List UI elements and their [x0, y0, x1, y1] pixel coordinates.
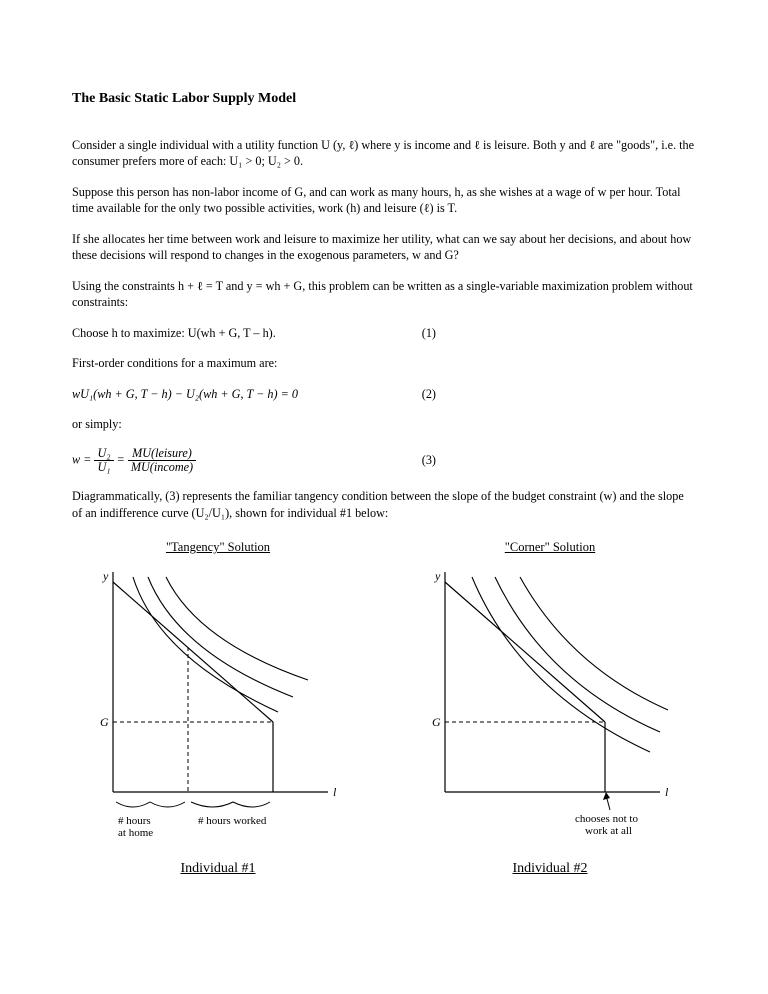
eq3-frac2: MU(leisure) MU(income) [128, 447, 196, 475]
equation-2-row: wU₁(wh + G, T − h) − U₂(wh + G, T − h) =… [72, 386, 696, 402]
diagram2-individual: Individual #2 [404, 860, 696, 879]
diag2-y-label: y [434, 569, 441, 583]
page-title: The Basic Static Labor Supply Model [72, 90, 696, 109]
eq3-frac1: U₂ U₁ [94, 447, 113, 475]
equation-2-text: wU₁(wh + G, T − h) − U₂(wh + G, T − h) =… [72, 386, 298, 402]
equation-2-number: (2) [422, 386, 696, 402]
equation-1-row: Choose h to maximize: U(wh + G, T – h). … [72, 325, 696, 341]
document-page: The Basic Static Labor Supply Model Cons… [0, 0, 768, 919]
diag1-hours-worked: # hours worked [198, 815, 267, 827]
or-simply-text: or simply: [72, 416, 696, 432]
diagrams-container: "Tangency" Solution y G l [72, 535, 696, 879]
diagram-tangency: "Tangency" Solution y G l [72, 535, 364, 879]
paragraph-3: If she allocates her time between work a… [72, 231, 696, 264]
diag2-l-label: l [665, 785, 669, 799]
equation-3-row: w = U₂ U₁ = MU(leisure) MU(income) (3) [72, 447, 696, 475]
paragraph-2: Suppose this person has non-labor income… [72, 184, 696, 217]
eq3-w: w = [72, 452, 91, 466]
diagram1-svg: y G l # hours at home # h [78, 562, 358, 852]
paragraph-1: Consider a single individual with a util… [72, 137, 696, 170]
eq3-frac1-bot: U₁ [94, 461, 113, 474]
equation-1-text: Choose h to maximize: U(wh + G, T – h). [72, 325, 276, 341]
eq3-frac2-bot: MU(income) [128, 461, 196, 474]
diag2-choose1: chooses not to [575, 813, 638, 825]
paragraph-5: Diagrammatically, (3) represents the fam… [72, 488, 696, 521]
diagram1-title: "Tangency" Solution [72, 539, 364, 556]
diagram-corner: "Corner" Solution y G l [404, 535, 696, 879]
diag2-choose2: work at all [585, 825, 632, 837]
diag1-g-label: G [100, 715, 109, 729]
foc-intro: First-order conditions for a maximum are… [72, 355, 696, 371]
equation-3-content: w = U₂ U₁ = MU(leisure) MU(income) [72, 447, 196, 475]
equation-1-number: (1) [422, 325, 696, 341]
diagram1-individual: Individual #1 [72, 860, 364, 879]
diag2-g-label: G [432, 715, 441, 729]
diagram2-svg: y G l chooses not to work at all [410, 562, 690, 852]
diag1-hours-home2: at home [118, 827, 153, 839]
equation-3-number: (3) [422, 452, 696, 468]
paragraph-4: Using the constraints h + ℓ = T and y = … [72, 278, 696, 311]
diagram2-title: "Corner" Solution [404, 539, 696, 556]
diag1-y-label: y [102, 569, 109, 583]
eq3-frac1-top: U₂ [94, 447, 113, 461]
eq3-frac2-top: MU(leisure) [128, 447, 196, 461]
eq3-equals: = [117, 452, 128, 466]
diag1-hours-home: # hours [118, 815, 151, 827]
diag1-l-label: l [333, 785, 337, 799]
